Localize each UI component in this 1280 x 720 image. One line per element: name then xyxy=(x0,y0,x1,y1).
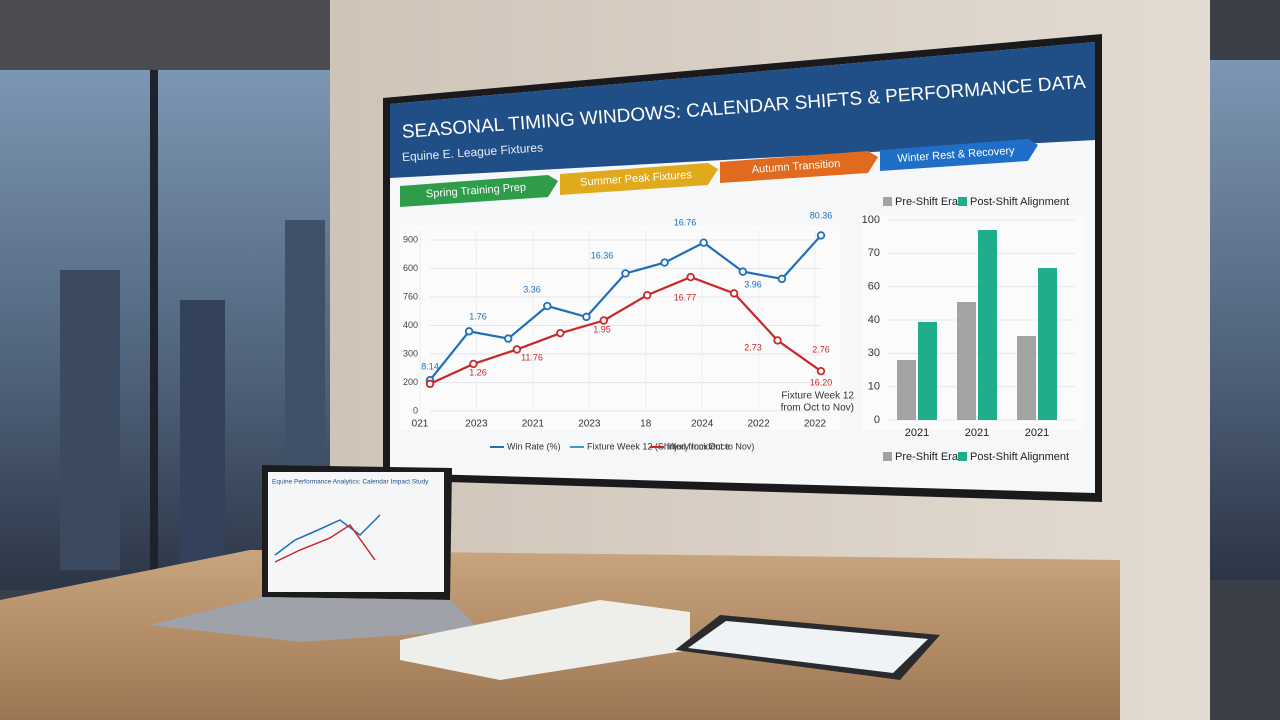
y-tick-label: 10 xyxy=(868,381,880,393)
line-point xyxy=(464,327,474,336)
line-point xyxy=(621,269,630,278)
y-tick-label: 70 xyxy=(868,247,880,259)
line-point xyxy=(729,289,739,298)
legend-label: Pre-Shift Era xyxy=(895,196,959,208)
x-tick-label: 18 xyxy=(640,419,652,430)
phase-arrow xyxy=(400,175,558,207)
phase-arrow xyxy=(720,151,878,183)
point-label: 1.76 xyxy=(469,311,487,321)
x-tick-label: 2024 xyxy=(691,419,714,430)
window-right xyxy=(1210,60,1280,580)
bar xyxy=(897,360,916,420)
point-label: 16.20 xyxy=(810,377,833,387)
y-tick-label: 400 xyxy=(403,320,418,330)
y-tick-label: 600 xyxy=(403,263,418,273)
tablet-screen xyxy=(688,621,928,673)
y-tick-label: 200 xyxy=(403,377,418,387)
laptop-line xyxy=(274,523,376,563)
building xyxy=(60,270,120,570)
line-point xyxy=(816,231,826,240)
point-label: 80.36 xyxy=(810,210,833,220)
legend-label: Post-Shift Alignment xyxy=(970,451,1069,463)
point-label: 2.73 xyxy=(744,342,762,352)
x-tick-label: 2021 xyxy=(522,419,545,430)
line-point xyxy=(582,312,591,322)
line-series xyxy=(429,275,822,385)
line-panel xyxy=(400,225,840,430)
point-label: 16.76 xyxy=(674,217,697,227)
line-point xyxy=(738,267,747,276)
x-tick-label: 2023 xyxy=(465,419,488,430)
x-tick-label: 2022 xyxy=(804,419,827,430)
line-point xyxy=(599,316,608,325)
legend-label: Pre-Shift Era xyxy=(895,451,959,463)
y-tick-label: 300 xyxy=(403,348,418,358)
annotation: from Oct to Nov) xyxy=(781,403,854,414)
line-point xyxy=(469,359,478,369)
point-label: 1.95 xyxy=(593,324,611,334)
bar xyxy=(1038,268,1057,420)
x-tick-label: 2021 xyxy=(1025,427,1049,439)
legend-swatch xyxy=(958,452,967,461)
legend-swatch xyxy=(883,452,892,461)
legend-label: Fixture Week 12 (Shifted from Oct to Nov… xyxy=(587,441,754,451)
point-label: 3.96 xyxy=(744,279,762,289)
line-point xyxy=(556,328,565,338)
point-label: 2.76 xyxy=(812,344,830,354)
x-tick-label: 2021 xyxy=(965,427,989,439)
y-tick-label: 30 xyxy=(868,347,880,359)
line-point xyxy=(660,258,669,267)
line-point xyxy=(643,290,652,300)
bar xyxy=(978,230,997,420)
papers xyxy=(400,600,690,680)
phase-arrow xyxy=(880,139,1038,171)
bar xyxy=(957,302,976,420)
legend-swatch xyxy=(958,197,967,206)
x-tick-label: 2023 xyxy=(578,419,601,430)
line-point xyxy=(543,301,552,311)
laptop-title: Equine Performance Analytics: Calendar I… xyxy=(272,479,429,486)
legend-label: Post-Shift Alignment xyxy=(970,196,1069,208)
line-point xyxy=(425,379,435,389)
y-tick-label: 100 xyxy=(862,214,880,226)
point-label: 1.26 xyxy=(469,367,487,377)
y-tick-label: 760 xyxy=(403,291,418,301)
x-tick-label: 2022 xyxy=(747,419,770,430)
legend-label: Win Rate (%) xyxy=(507,441,561,451)
line-point xyxy=(504,334,513,343)
screen-header xyxy=(390,42,1095,178)
line-point xyxy=(686,272,695,282)
laptop-base xyxy=(150,597,480,642)
ceiling xyxy=(0,0,330,70)
laptop-line xyxy=(274,514,381,556)
bar xyxy=(918,322,937,420)
line-point xyxy=(512,345,522,354)
legend-label: Injury Incidence xyxy=(667,441,730,451)
line-point xyxy=(699,238,708,247)
x-tick-label: 021 xyxy=(412,419,429,430)
point-label: 8.14 xyxy=(421,361,439,371)
y-tick-label: 60 xyxy=(868,281,880,293)
line-point xyxy=(777,274,787,284)
phase-arrow xyxy=(560,163,718,195)
y-tick-label: 40 xyxy=(868,314,880,326)
building xyxy=(180,300,225,570)
legend-swatch xyxy=(883,197,892,206)
point-label: 16.36 xyxy=(591,250,614,260)
y-tick-label: 0 xyxy=(874,414,880,426)
y-tick-label: 900 xyxy=(403,234,418,244)
line-point xyxy=(773,336,782,345)
y-tick-label: 0 xyxy=(413,405,418,415)
line-point xyxy=(816,366,826,376)
annotation: Fixture Week 12 xyxy=(781,391,854,402)
point-label: 3.36 xyxy=(523,284,541,294)
bar xyxy=(1017,336,1036,420)
point-label: 11.76 xyxy=(521,352,543,362)
window-frame xyxy=(150,70,158,590)
point-label: 16.77 xyxy=(674,292,697,302)
x-tick-label: 2021 xyxy=(905,427,929,439)
